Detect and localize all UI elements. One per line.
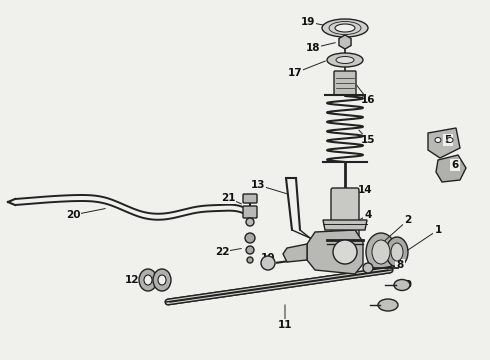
Polygon shape bbox=[323, 220, 367, 230]
Ellipse shape bbox=[386, 237, 408, 267]
Circle shape bbox=[247, 257, 253, 263]
FancyBboxPatch shape bbox=[331, 188, 359, 244]
Text: 1: 1 bbox=[434, 225, 441, 235]
Ellipse shape bbox=[394, 279, 410, 291]
Ellipse shape bbox=[336, 57, 354, 63]
Circle shape bbox=[245, 233, 255, 243]
Text: 16: 16 bbox=[361, 95, 375, 105]
Ellipse shape bbox=[366, 233, 396, 271]
Text: 2: 2 bbox=[404, 215, 412, 225]
Ellipse shape bbox=[391, 243, 403, 261]
Ellipse shape bbox=[372, 240, 390, 264]
Text: 18: 18 bbox=[306, 43, 320, 53]
Text: 3: 3 bbox=[326, 233, 334, 243]
Ellipse shape bbox=[447, 138, 453, 143]
Ellipse shape bbox=[158, 275, 166, 285]
Ellipse shape bbox=[378, 299, 398, 311]
Text: 21: 21 bbox=[221, 193, 235, 203]
FancyBboxPatch shape bbox=[243, 206, 257, 218]
Text: 20: 20 bbox=[66, 210, 80, 220]
FancyBboxPatch shape bbox=[243, 194, 257, 203]
Text: 19: 19 bbox=[301, 17, 315, 27]
FancyBboxPatch shape bbox=[334, 71, 356, 95]
Polygon shape bbox=[283, 244, 307, 262]
Circle shape bbox=[246, 218, 254, 226]
Text: 8: 8 bbox=[396, 260, 404, 270]
Polygon shape bbox=[307, 230, 363, 274]
Text: 15: 15 bbox=[361, 135, 375, 145]
Text: 17: 17 bbox=[288, 68, 302, 78]
Text: 12: 12 bbox=[125, 275, 139, 285]
Text: 11: 11 bbox=[278, 320, 292, 330]
Text: 7: 7 bbox=[384, 300, 392, 310]
Text: 6: 6 bbox=[451, 160, 459, 170]
Circle shape bbox=[333, 240, 357, 264]
Circle shape bbox=[363, 263, 373, 273]
Ellipse shape bbox=[435, 138, 441, 143]
Ellipse shape bbox=[335, 24, 355, 32]
Text: 22: 22 bbox=[215, 247, 229, 257]
Ellipse shape bbox=[153, 269, 171, 291]
Ellipse shape bbox=[139, 269, 157, 291]
Text: 5: 5 bbox=[444, 135, 452, 145]
Polygon shape bbox=[428, 128, 460, 158]
Text: 14: 14 bbox=[358, 185, 372, 195]
Text: 9: 9 bbox=[404, 280, 412, 290]
Text: 13: 13 bbox=[251, 180, 265, 190]
Circle shape bbox=[246, 246, 254, 254]
Polygon shape bbox=[436, 155, 466, 182]
Ellipse shape bbox=[322, 19, 368, 37]
Ellipse shape bbox=[144, 275, 152, 285]
Circle shape bbox=[261, 256, 275, 270]
Text: 10: 10 bbox=[261, 253, 275, 263]
Ellipse shape bbox=[327, 53, 363, 67]
Text: 4: 4 bbox=[364, 210, 372, 220]
